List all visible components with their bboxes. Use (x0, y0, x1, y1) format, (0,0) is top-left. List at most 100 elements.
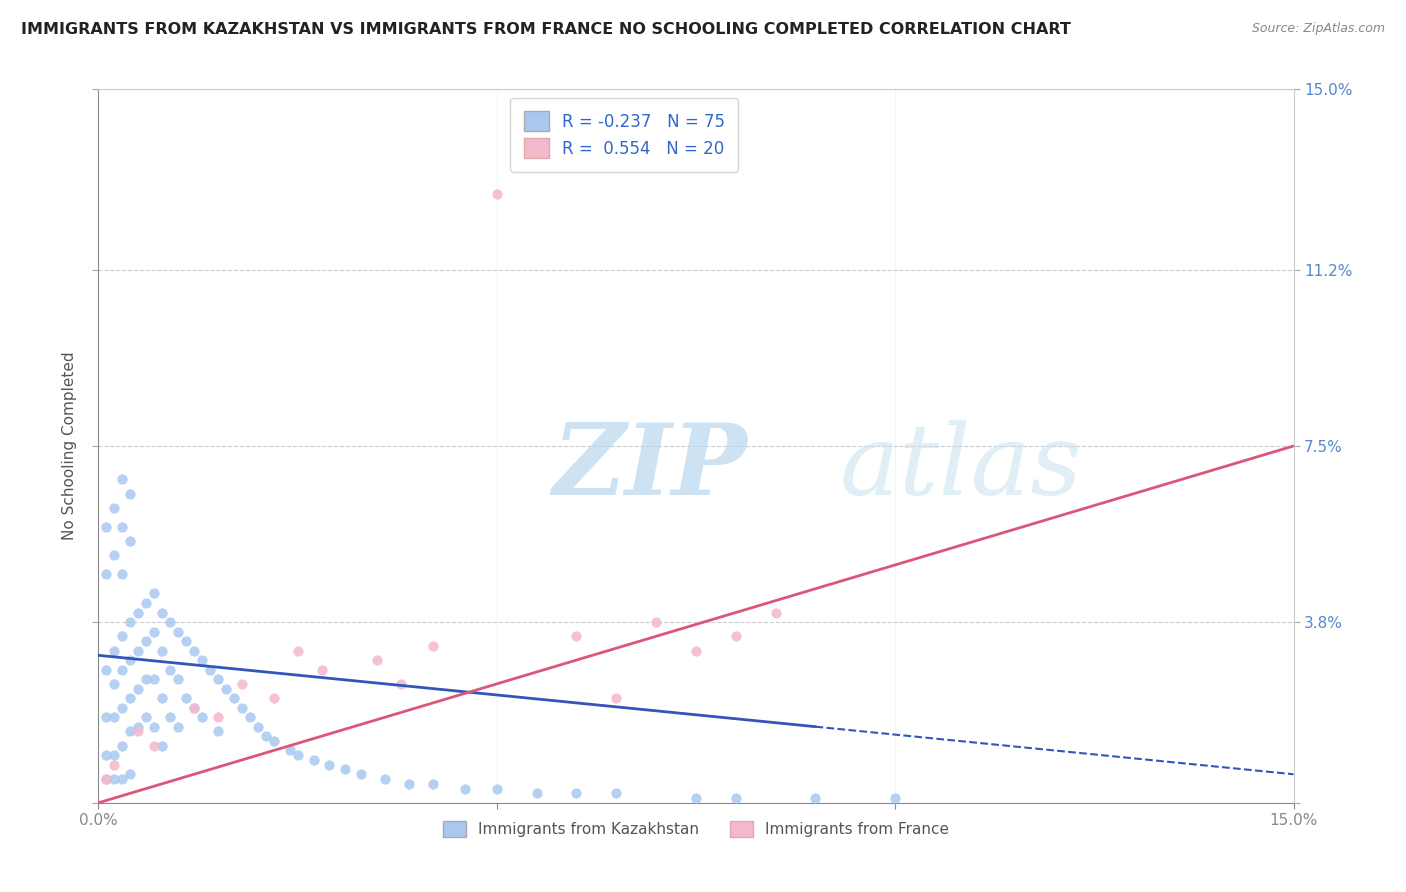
Point (207, 724, 229, 739)
Point (103, 710, 125, 724)
Point (111, 629, 134, 643)
Point (111, 567, 134, 582)
Point (231, 700, 253, 714)
Y-axis label: No Schooling Completed: No Schooling Completed (62, 351, 77, 541)
Point (167, 624, 190, 639)
Point (167, 672, 190, 686)
Point (135, 710, 157, 724)
Point (120, 767, 142, 781)
Point (103, 772, 125, 786)
Point (485, 781, 508, 796)
Point (127, 724, 149, 739)
Legend: Immigrants from Kazakhstan, Immigrants from France: Immigrants from Kazakhstan, Immigrants f… (436, 814, 956, 845)
Point (120, 534, 142, 549)
Point (335, 763, 357, 777)
Point (143, 672, 166, 686)
Point (143, 624, 166, 639)
Point (422, 777, 444, 791)
Point (96, 748, 118, 763)
Point (159, 663, 181, 677)
Point (239, 710, 262, 724)
Point (398, 777, 420, 791)
Point (724, 791, 747, 805)
Point (111, 772, 134, 786)
Point (565, 786, 588, 800)
Point (183, 700, 205, 714)
Point (103, 643, 125, 657)
Point (207, 710, 229, 724)
Point (183, 643, 205, 657)
Point (422, 639, 444, 653)
Point (135, 596, 157, 610)
Point (685, 791, 707, 805)
Point (374, 772, 396, 786)
Point (103, 500, 125, 515)
Point (120, 653, 142, 667)
Point (302, 753, 325, 767)
Point (111, 663, 134, 677)
Point (150, 739, 173, 753)
Point (263, 691, 285, 706)
Point (127, 720, 149, 734)
Point (311, 663, 333, 677)
Point (120, 691, 142, 706)
Point (120, 615, 142, 629)
Point (103, 748, 125, 763)
Text: IMMIGRANTS FROM KAZAKHSTAN VS IMMIGRANTS FROM FRANCE NO SCHOOLING COMPLETED CORR: IMMIGRANTS FROM KAZAKHSTAN VS IMMIGRANTS… (21, 22, 1071, 37)
Point (485, 186, 508, 201)
Point (278, 743, 301, 757)
Point (120, 486, 142, 500)
Point (366, 653, 388, 667)
Point (96, 710, 118, 724)
Point (645, 615, 668, 629)
Point (191, 653, 214, 667)
Point (605, 691, 627, 706)
Point (127, 681, 149, 696)
Point (174, 634, 197, 648)
Point (103, 549, 125, 563)
Point (231, 677, 253, 691)
Point (167, 720, 190, 734)
Text: Source: ZipAtlas.com: Source: ZipAtlas.com (1251, 22, 1385, 36)
Point (246, 720, 269, 734)
Point (127, 606, 149, 620)
Point (454, 781, 477, 796)
Point (565, 629, 588, 643)
Point (605, 786, 627, 800)
Point (207, 672, 229, 686)
Point (135, 634, 157, 648)
Point (96, 772, 118, 786)
Point (103, 757, 125, 772)
Point (143, 739, 166, 753)
Point (111, 700, 134, 714)
Point (135, 672, 157, 686)
Point (150, 691, 173, 706)
Point (120, 724, 142, 739)
Point (724, 629, 747, 643)
Text: ZIP: ZIP (553, 419, 748, 516)
Point (103, 677, 125, 691)
Point (804, 791, 827, 805)
Point (198, 663, 221, 677)
Point (96, 567, 118, 582)
Point (96, 520, 118, 534)
Point (111, 472, 134, 486)
Point (884, 791, 907, 805)
Point (159, 710, 181, 724)
Point (222, 691, 245, 706)
Point (263, 734, 285, 748)
Point (318, 757, 340, 772)
Point (287, 748, 309, 763)
Point (143, 720, 166, 734)
Point (215, 681, 238, 696)
Point (111, 739, 134, 753)
Text: atlas: atlas (839, 420, 1083, 515)
Point (685, 643, 707, 657)
Point (159, 615, 181, 629)
Point (183, 700, 205, 714)
Point (127, 643, 149, 657)
Point (143, 586, 166, 600)
Point (96, 772, 118, 786)
Point (174, 691, 197, 706)
Point (765, 606, 787, 620)
